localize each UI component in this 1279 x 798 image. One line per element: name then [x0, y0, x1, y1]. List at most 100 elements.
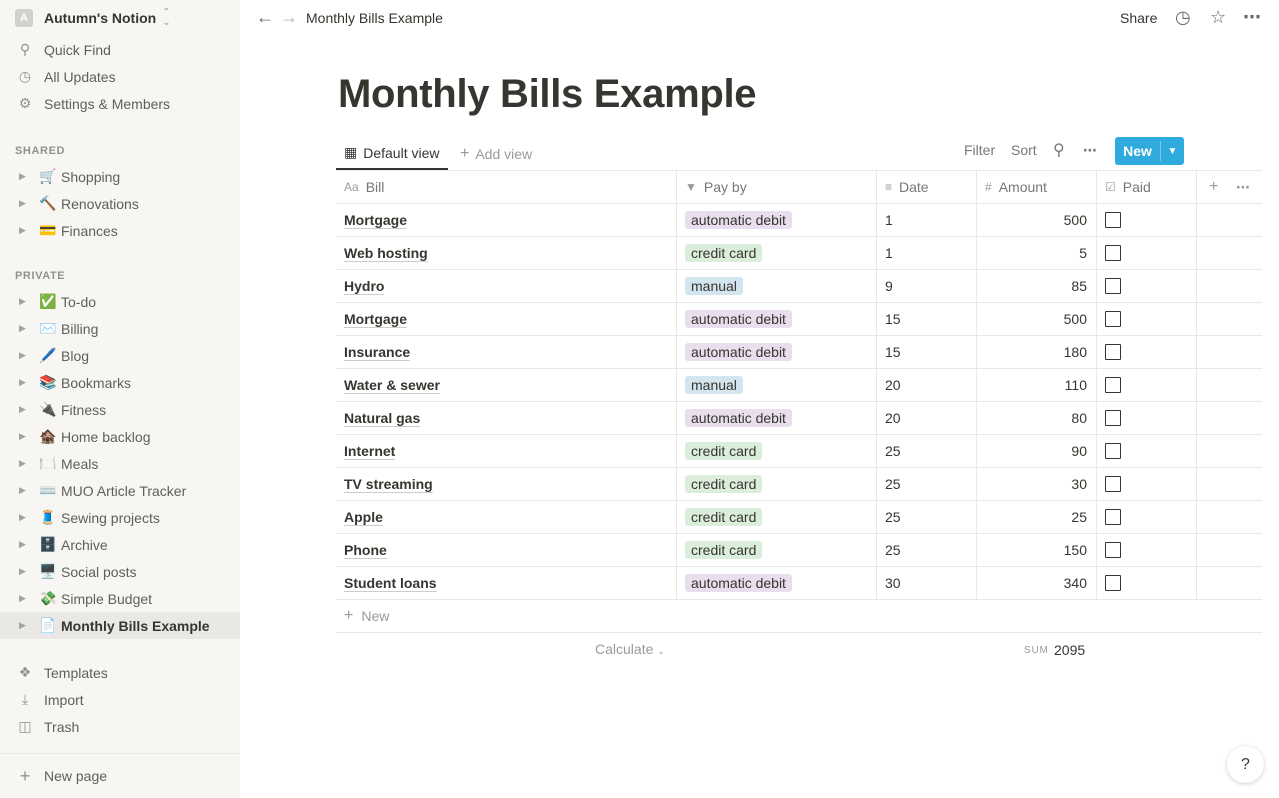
paid-checkbox[interactable] — [1105, 476, 1121, 492]
amount-cell[interactable]: 150 — [977, 534, 1097, 566]
sidebar-page-to-do[interactable]: ▶ ✅ To-do — [0, 288, 240, 315]
expand-triangle-icon[interactable]: ▶ — [19, 198, 26, 208]
date-cell[interactable]: 25 — [877, 435, 977, 467]
pay-by-cell[interactable]: automatic debit — [677, 336, 877, 368]
amount-cell[interactable]: 500 — [977, 303, 1097, 335]
search-icon[interactable]: ⚲ — [1053, 142, 1065, 159]
paid-checkbox[interactable] — [1105, 344, 1121, 360]
history-clock-icon[interactable]: ◷ — [1175, 7, 1191, 27]
paid-checkbox[interactable] — [1105, 443, 1121, 459]
expand-triangle-icon[interactable]: ▶ — [19, 512, 26, 522]
more-options-icon[interactable]: ⋯ — [1236, 178, 1250, 195]
date-cell[interactable]: 1 — [877, 204, 977, 236]
sidebar-page-monthly-bills-example[interactable]: ▶ 📄 Monthly Bills Example — [0, 612, 240, 639]
sidebar-page-archive[interactable]: ▶ 🗄️ Archive — [0, 531, 240, 558]
paid-checkbox[interactable] — [1105, 575, 1121, 591]
bill-name[interactable]: Insurance — [344, 343, 411, 361]
bill-cell[interactable]: Phone — [336, 534, 677, 566]
bill-cell[interactable]: Hydro — [336, 270, 677, 302]
sidebar-page-muo-article-tracker[interactable]: ▶ ⌨️ MUO Article Tracker — [0, 477, 240, 504]
bill-name[interactable]: Internet — [344, 442, 396, 460]
amount-cell[interactable]: 500 — [977, 204, 1097, 236]
pay-by-cell[interactable]: automatic debit — [677, 204, 877, 236]
expand-triangle-icon[interactable]: ▶ — [19, 593, 26, 603]
table-row[interactable]: Mortgage automatic debit 15 500 — [336, 303, 1262, 336]
paid-checkbox[interactable] — [1105, 542, 1121, 558]
sidebar-quick-find[interactable]: ⚲ Quick Find — [0, 36, 240, 63]
back-arrow-icon[interactable]: ← — [256, 7, 274, 27]
tab-default-view[interactable]: ▦ Default view — [336, 137, 448, 170]
table-row[interactable]: Apple credit card 25 25 — [336, 501, 1262, 534]
sidebar-trash[interactable]: ◫ Trash — [0, 713, 240, 740]
amount-cell[interactable]: 80 — [977, 402, 1097, 434]
pay-by-cell[interactable]: credit card — [677, 501, 877, 533]
bill-cell[interactable]: Natural gas — [336, 402, 677, 434]
paid-checkbox[interactable] — [1105, 311, 1121, 327]
expand-triangle-icon[interactable]: ▶ — [19, 404, 26, 414]
sidebar-page-finances[interactable]: ▶ 💳 Finances — [0, 217, 240, 244]
sidebar-templates[interactable]: ❖ Templates — [0, 659, 240, 686]
table-row[interactable]: Insurance automatic debit 15 180 — [336, 336, 1262, 369]
table-row[interactable]: Internet credit card 25 90 — [336, 435, 1262, 468]
amount-cell[interactable]: 90 — [977, 435, 1097, 467]
column-header-bill[interactable]: Aa Bill — [336, 171, 677, 203]
expand-triangle-icon[interactable]: ▶ — [19, 566, 26, 576]
date-cell[interactable]: 30 — [877, 567, 977, 599]
expand-triangle-icon[interactable]: ▶ — [19, 323, 26, 333]
expand-triangle-icon[interactable]: ▶ — [19, 225, 26, 235]
bill-cell[interactable]: Web hosting — [336, 237, 677, 269]
date-cell[interactable]: 15 — [877, 336, 977, 368]
amount-cell[interactable]: 30 — [977, 468, 1097, 500]
date-cell[interactable]: 25 — [877, 468, 977, 500]
paid-checkbox[interactable] — [1105, 278, 1121, 294]
sidebar-page-shopping[interactable]: ▶ 🛒 Shopping — [0, 163, 240, 190]
pay-by-cell[interactable]: automatic debit — [677, 567, 877, 599]
date-cell[interactable]: 15 — [877, 303, 977, 335]
column-header-amount[interactable]: # Amount — [977, 171, 1097, 203]
filter-button[interactable]: Filter — [964, 142, 996, 158]
paid-checkbox[interactable] — [1105, 212, 1121, 228]
bill-cell[interactable]: Water & sewer — [336, 369, 677, 401]
date-cell[interactable]: 25 — [877, 534, 977, 566]
new-row-button[interactable]: + New — [336, 600, 1262, 633]
column-header-date[interactable]: ≡ Date — [877, 171, 977, 203]
sidebar-page-simple-budget[interactable]: ▶ 💸 Simple Budget — [0, 585, 240, 612]
bill-name[interactable]: TV streaming — [344, 475, 433, 493]
bill-cell[interactable]: Apple — [336, 501, 677, 533]
pay-by-cell[interactable]: credit card — [677, 468, 877, 500]
bill-name[interactable]: Mortgage — [344, 211, 407, 229]
bill-name[interactable]: Web hosting — [344, 244, 428, 262]
expand-triangle-icon[interactable]: ▶ — [19, 458, 26, 468]
paid-checkbox[interactable] — [1105, 245, 1121, 261]
bill-name[interactable]: Phone — [344, 541, 387, 559]
date-cell[interactable]: 1 — [877, 237, 977, 269]
amount-cell[interactable]: 5 — [977, 237, 1097, 269]
favorite-star-icon[interactable]: ☆ — [1210, 7, 1227, 27]
expand-triangle-icon[interactable]: ▶ — [19, 350, 26, 360]
sum-value[interactable]: 2095 — [1054, 642, 1086, 658]
bill-cell[interactable]: Mortgage — [336, 204, 677, 236]
paid-checkbox[interactable] — [1105, 509, 1121, 525]
table-row[interactable]: Natural gas automatic debit 20 80 — [336, 402, 1262, 435]
paid-checkbox[interactable] — [1105, 377, 1121, 393]
forward-arrow-icon[interactable]: → — [280, 7, 298, 27]
expand-triangle-icon[interactable]: ▶ — [19, 171, 26, 181]
sidebar-page-renovations[interactable]: ▶ 🔨 Renovations — [0, 190, 240, 217]
amount-cell[interactable]: 85 — [977, 270, 1097, 302]
table-row[interactable]: Mortgage automatic debit 1 500 — [336, 204, 1262, 237]
pay-by-cell[interactable]: automatic debit — [677, 402, 877, 434]
bill-name[interactable]: Water & sewer — [344, 376, 440, 394]
expand-triangle-icon[interactable]: ▶ — [19, 539, 26, 549]
sidebar-page-sewing-projects[interactable]: ▶ 🧵 Sewing projects — [0, 504, 240, 531]
sidebar-settings[interactable]: ⚙ Settings & Members — [0, 90, 240, 117]
column-header-pay-by[interactable]: ▼ Pay by — [677, 171, 877, 203]
sort-button[interactable]: Sort — [1011, 142, 1037, 158]
pay-by-cell[interactable]: credit card — [677, 534, 877, 566]
bill-name[interactable]: Hydro — [344, 277, 385, 295]
sidebar-all-updates[interactable]: ◷ All Updates — [0, 63, 240, 90]
paid-checkbox[interactable] — [1105, 410, 1121, 426]
table-row[interactable]: Hydro manual 9 85 — [336, 270, 1262, 303]
workspace-switcher[interactable]: A Autumn's Notion ⌃ ⌄ — [0, 5, 240, 31]
share-button[interactable]: Share — [1120, 10, 1158, 26]
new-record-button[interactable]: New ▼ — [1115, 137, 1184, 165]
